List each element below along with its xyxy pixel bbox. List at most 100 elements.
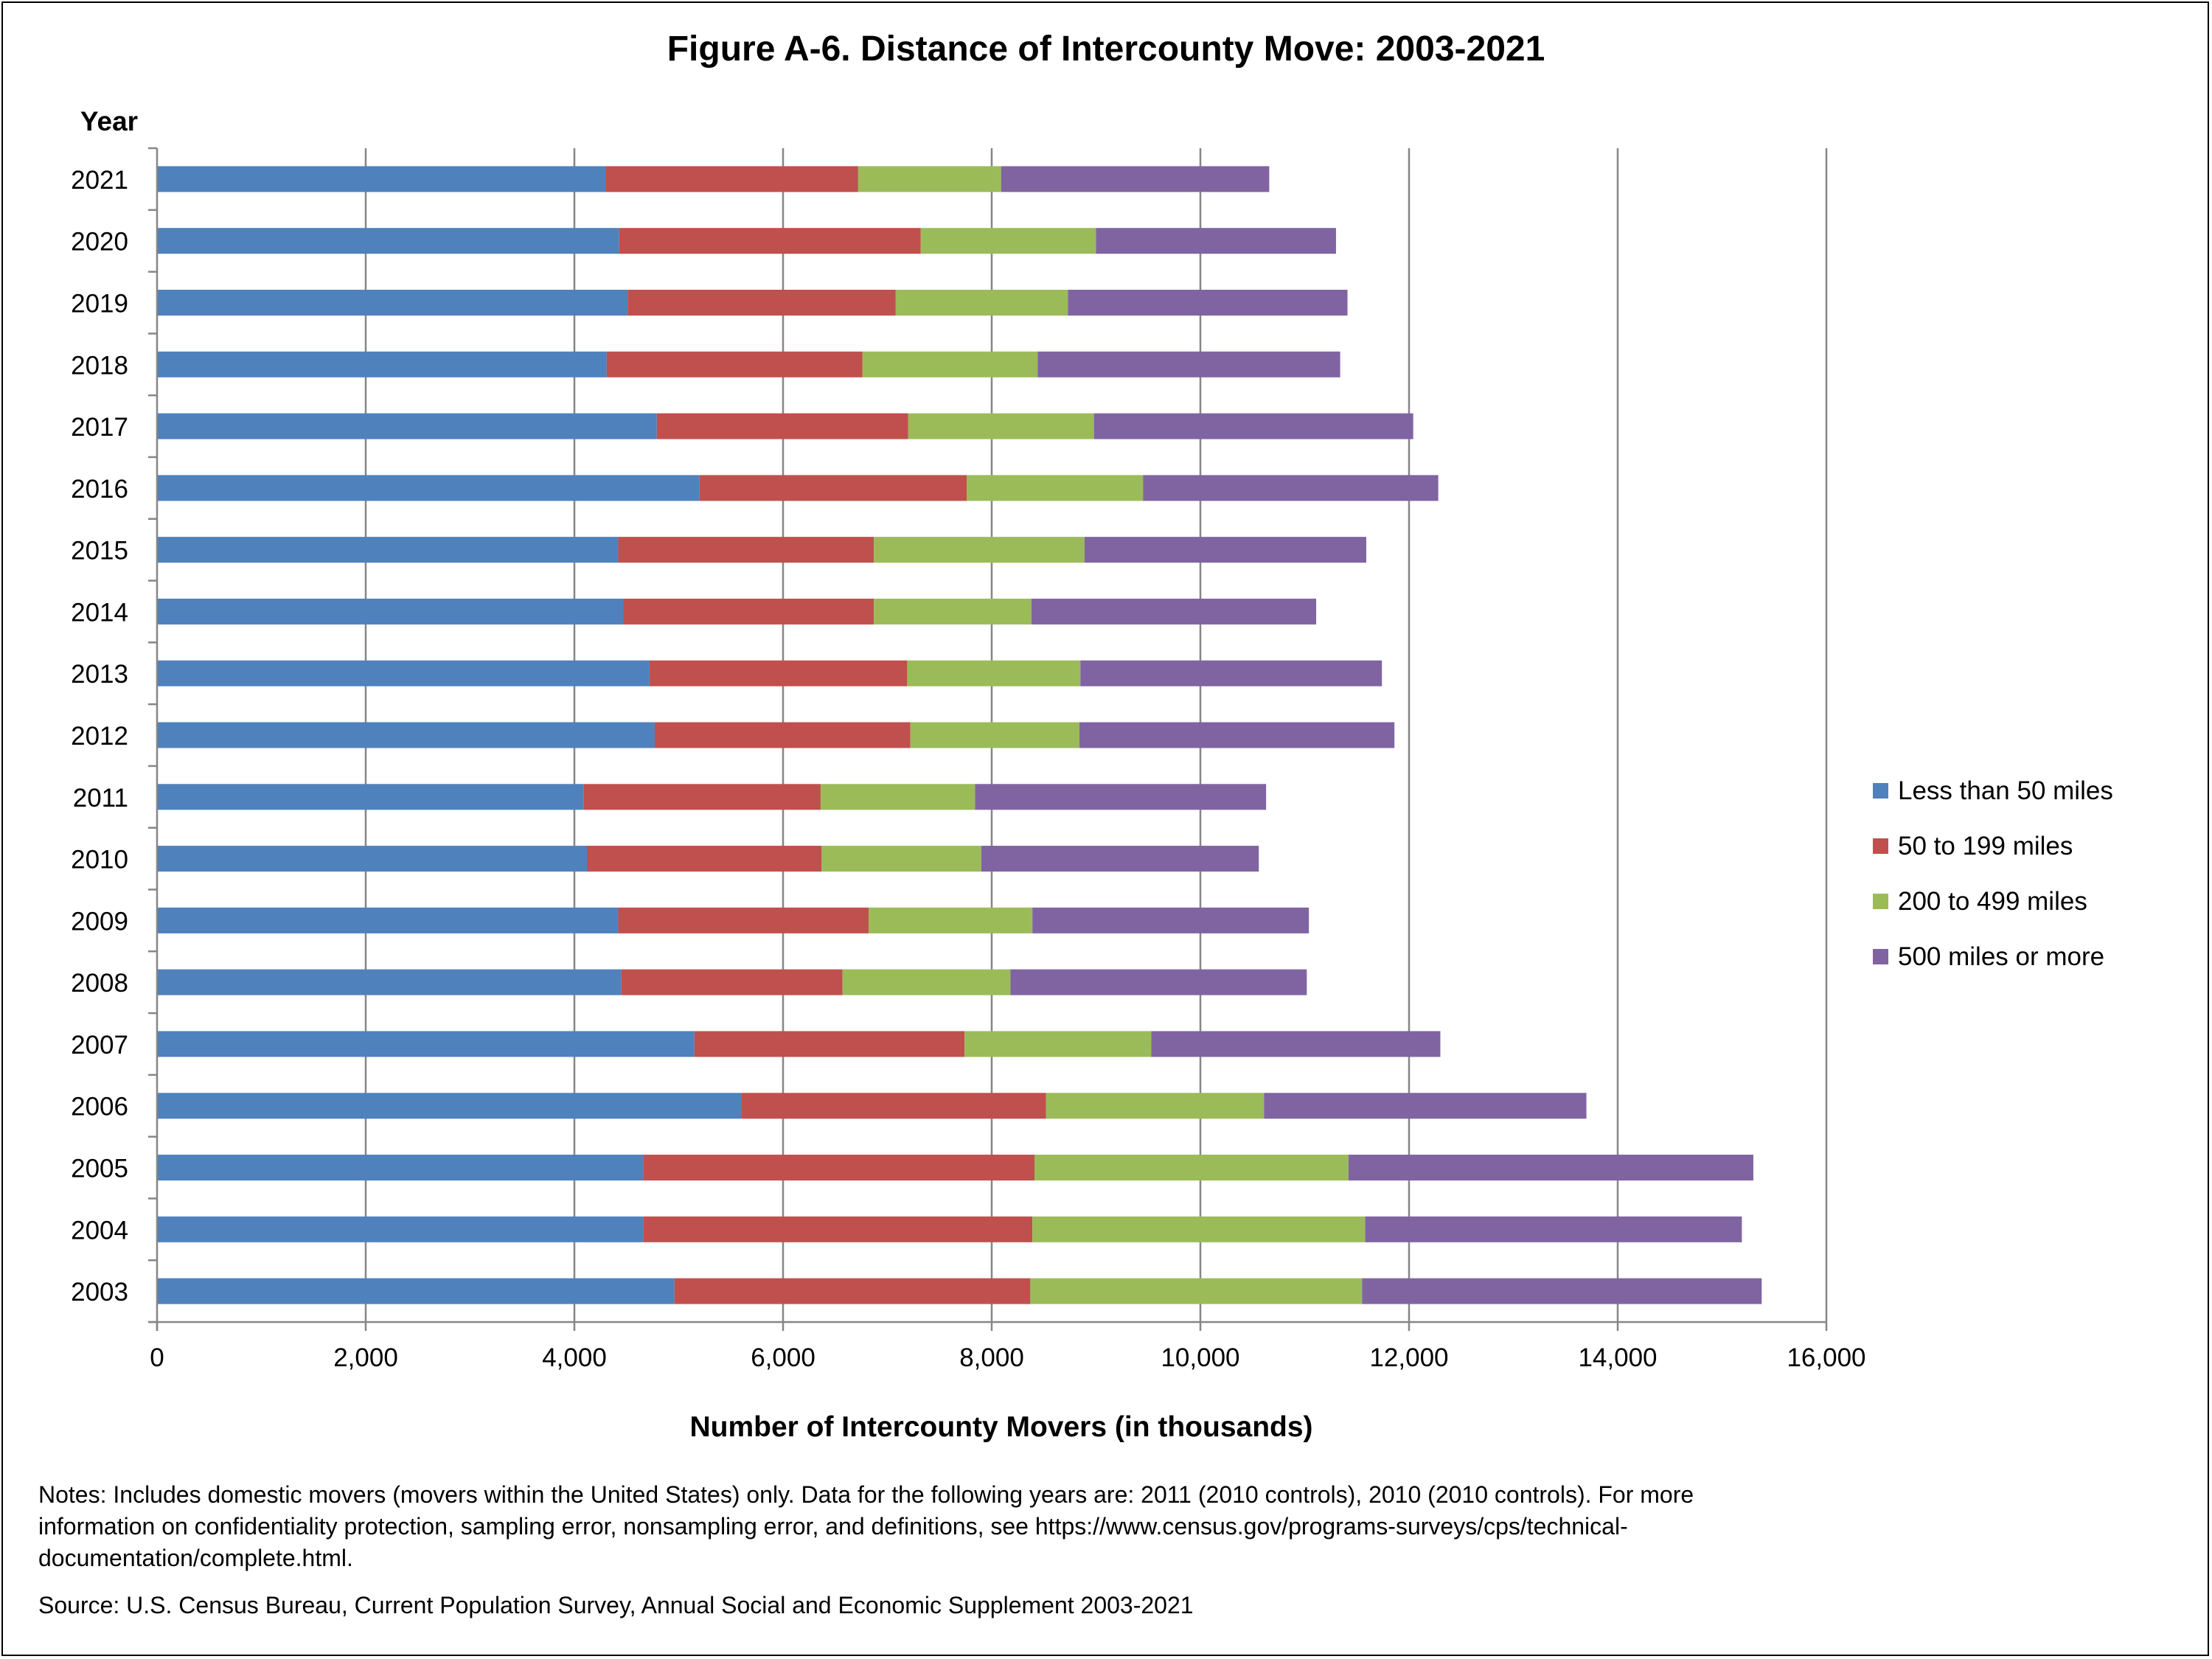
bar-segment [910,722,1079,748]
bar-segment [623,598,874,625]
bar-segment [618,907,869,933]
bar-segment [157,475,700,501]
bar-segment [1068,289,1348,316]
x-axis-title: Number of Intercounty Movers (in thousan… [689,1411,1312,1443]
bar-segment [699,475,967,501]
notes-line-1: Notes: Includes domestic movers (movers … [38,1481,1694,1508]
bar-segment [1037,351,1340,378]
bar-segment [1032,907,1310,933]
y-tick-label: 2003 [71,1278,128,1307]
bar-segment [895,289,1068,316]
bar-segment [1030,1278,1363,1304]
bar-segment [157,784,584,810]
legend-swatch [1873,838,1888,854]
bar-segment [157,660,650,686]
bar-segment [1080,660,1382,686]
bar-segment [627,289,896,316]
y-tick-label: 2020 [71,228,128,257]
bar-segment [1084,537,1366,563]
x-tick-label: 14,000 [1578,1343,1657,1372]
bar-segment [820,784,975,810]
y-tick-label: 2017 [71,413,128,442]
bar-segment [621,969,843,995]
bar-segment [1264,1093,1587,1119]
bar-segment [157,537,619,563]
bar-segment [654,722,911,748]
bar-segment [605,166,858,192]
legend: Less than 50 miles 50 to 199 miles 200 to … [1873,776,2113,971]
y-tick-label: 2007 [71,1031,128,1060]
bar-segment [157,722,655,748]
bar-segment [674,1278,1031,1304]
bar-segment [975,784,1267,810]
bar-segment [157,166,606,192]
bar-segment [157,351,607,378]
y-tick-label: 2008 [71,969,128,998]
bar-segment [1001,166,1270,192]
bar-segment [908,413,1094,439]
bar-segment [1365,1216,1742,1242]
bar-segment [920,228,1096,254]
bar-segment [586,846,822,872]
y-tick-label: 2011 [73,784,128,813]
bar-segment [964,1031,1152,1057]
bar-segment [858,166,1001,192]
x-tick-label: 0 [150,1343,164,1372]
bar-segment [981,846,1259,872]
x-tick-label: 6,000 [751,1343,815,1372]
legend-swatch [1873,949,1888,964]
bar-segment [874,598,1032,625]
bar-segment [1151,1031,1441,1057]
legend-label: 500 miles or more [1898,942,2104,971]
bar-segment [157,1155,644,1181]
bar-segment [618,537,874,563]
y-tick-label: 2010 [71,846,128,874]
legend-label: 50 to 199 miles [1898,832,2073,860]
legend-label: 200 to 499 miles [1898,887,2087,916]
bar-segment [1010,969,1307,995]
bar-segment [869,907,1033,933]
bar-segment [619,228,921,254]
bar-segment [862,351,1038,378]
bar-segment [967,475,1144,501]
y-tick-label: 2005 [71,1155,128,1183]
bar-segment [649,660,908,686]
x-tick-label: 8,000 [959,1343,1024,1372]
bar-segment [1143,475,1439,501]
legend-swatch [1873,783,1888,799]
y-tick-label: 2015 [71,537,128,566]
bar-segment [656,413,908,439]
legend-swatch [1873,894,1888,909]
bar-segment [157,289,628,316]
y-tick-label: 2006 [71,1093,128,1121]
y-tick-label: 2018 [71,351,128,380]
bar-segment [741,1093,1046,1119]
legend-label: Less than 50 miles [1898,776,2113,805]
notes-line-2: information on confidentiality protectio… [38,1513,1628,1540]
bar-segment [821,846,981,872]
bar-segment [1046,1093,1265,1119]
bar-segment [583,784,821,810]
y-tick-label: 2021 [71,166,128,195]
bar-segment [157,907,619,933]
bar-segment [157,846,587,872]
bar-segment [1034,1155,1349,1181]
bar-segment [157,598,624,625]
bar-segment [694,1031,965,1057]
y-tick-label: 2014 [71,598,128,627]
x-tick-label: 2,000 [333,1343,398,1372]
y-tick-label: 2019 [71,289,128,318]
bar-segment [1093,413,1413,439]
bar-segment [1079,722,1395,748]
bar-segment [157,969,622,995]
bar-segment [874,537,1085,563]
x-tick-label: 16,000 [1787,1343,1865,1372]
y-axis-title: Year [80,106,138,136]
axes [148,147,1828,1331]
bar-segment [157,1093,742,1119]
notes-line-3: documentation/complete.html. [38,1545,353,1571]
x-tick-label: 10,000 [1161,1343,1239,1372]
tick-labels: 2021 2020 2019 2018 2017 2016 2015 2014 2013 2012… [71,166,1865,1372]
